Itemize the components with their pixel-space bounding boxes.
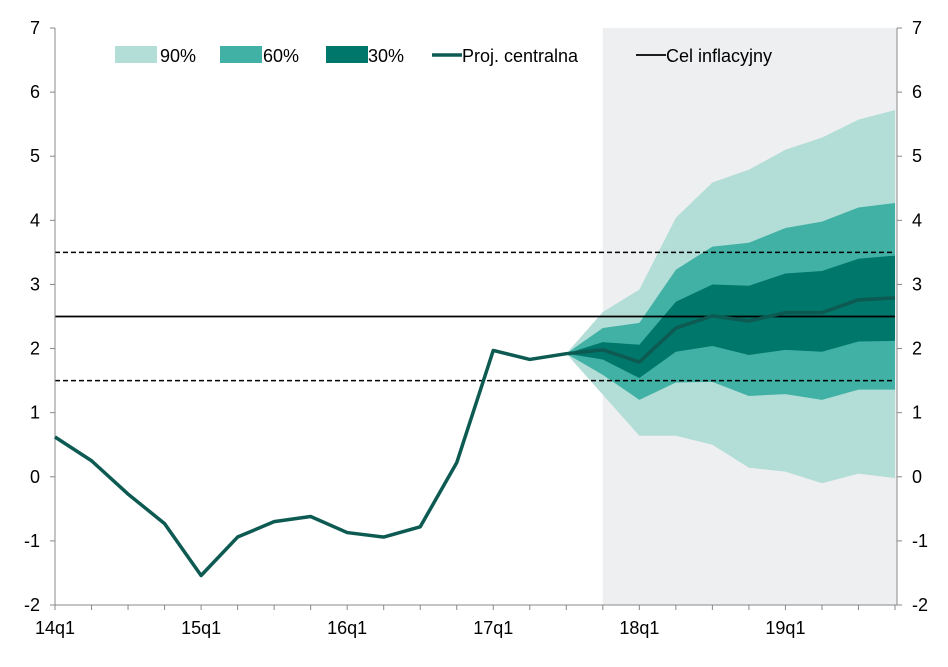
x-tick-label: 15q1 [181, 618, 221, 638]
y-tick-label-right: 5 [912, 146, 922, 166]
x-tick-label: 14q1 [35, 618, 75, 638]
y-tick-label-left: -2 [24, 595, 40, 615]
x-tick-label: 18q1 [619, 618, 659, 638]
y-tick-label-left: 5 [30, 146, 40, 166]
fan-bands [566, 110, 895, 484]
y-tick-label-left: 4 [30, 210, 40, 230]
x-tick-label: 16q1 [327, 618, 367, 638]
y-tick-label-right: 3 [912, 274, 922, 294]
y-tick-label-left: 0 [30, 467, 40, 487]
y-tick-label-right: 4 [912, 210, 922, 230]
x-tick-label: 17q1 [473, 618, 513, 638]
legend: 90% 60% 30% Proj. centralna Cel inflacyj… [115, 46, 772, 66]
y-tick-label-right: 6 [912, 82, 922, 102]
y-tick-label-right: 0 [912, 467, 922, 487]
central-projection-line [54, 296, 896, 578]
legend-label-60: 60% [263, 46, 299, 66]
legend-swatch-30 [326, 46, 368, 63]
y-tick-label-right: 2 [912, 339, 922, 359]
x-tick-label: 19q1 [765, 618, 805, 638]
legend-label-central: Proj. centralna [462, 46, 579, 66]
y-tick-label-left: 3 [30, 274, 40, 294]
legend-label-90: 90% [160, 46, 196, 66]
y-tick-label-right: -1 [912, 531, 928, 551]
y-tick-label-right: -2 [912, 595, 928, 615]
legend-swatch-90 [115, 46, 157, 63]
y-tick-label-left: 6 [30, 82, 40, 102]
axes: -2 -2 -1 -1 0 0 1 1 2 2 3 3 4 4 5 5 6 6 7 7 14q1 15q1 16q1 17q1… [24, 18, 928, 638]
legend-label-target: Cel inflacyjny [666, 46, 772, 66]
y-tick-label-left: 7 [30, 18, 40, 38]
legend-label-30: 30% [368, 46, 404, 66]
y-tick-label-left: 1 [30, 403, 40, 423]
y-tick-label-right: 7 [912, 18, 922, 38]
legend-swatch-60 [220, 46, 262, 63]
target-lines [55, 251, 895, 382]
y-tick-label-left: -1 [24, 531, 40, 551]
y-tick-label-left: 2 [30, 339, 40, 359]
y-tick-label-right: 1 [912, 403, 922, 423]
